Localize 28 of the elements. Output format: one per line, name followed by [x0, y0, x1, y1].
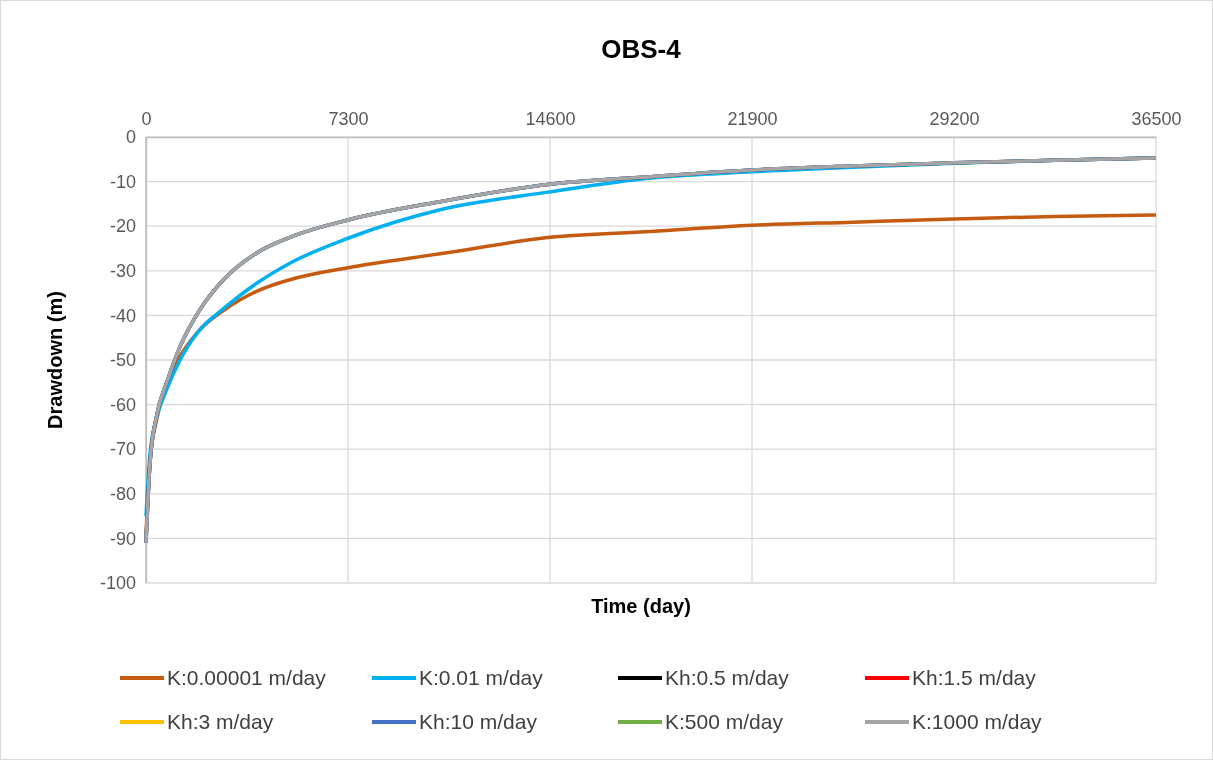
legend-label: Kh:10 m/day	[419, 710, 538, 733]
legend-label: K:0.00001 m/day	[167, 666, 327, 689]
y-tick-label: -30	[109, 261, 136, 282]
y-tick-label: -50	[109, 350, 136, 371]
legend-label: K:0.01 m/day	[419, 666, 544, 689]
y-tick-label: -40	[109, 305, 136, 326]
legend-label: K:500 m/day	[665, 710, 784, 733]
x-tick-label: 0	[141, 109, 152, 129]
y-tick-label: -60	[109, 394, 136, 415]
legend-label: Kh:3 m/day	[167, 710, 274, 733]
y-tick-label: -100	[99, 573, 136, 594]
x-axis-title: Time (day)	[591, 595, 691, 617]
chart-title: OBS-4	[601, 34, 682, 64]
x-tick-label: 7300	[328, 109, 369, 129]
legend-label: Kh:1.5 m/day	[912, 666, 1037, 689]
y-tick-label: -70	[109, 439, 136, 460]
legend-label: Kh:0.5 m/day	[665, 666, 790, 689]
legend-label: K:1000 m/day	[912, 710, 1043, 733]
x-tick-label: 14600	[525, 109, 576, 129]
y-axis-title: Drawdown (m)	[44, 291, 66, 429]
x-tick-label: 36500	[1131, 109, 1182, 129]
x-tick-label: 21900	[727, 109, 778, 129]
y-tick-label: -90	[109, 528, 136, 549]
y-tick-label: -10	[109, 171, 136, 192]
x-tick-label: 29200	[929, 109, 980, 129]
y-tick-label: -80	[109, 484, 136, 505]
y-tick-label: -20	[109, 216, 136, 237]
y-tick-label: 0	[125, 127, 136, 148]
